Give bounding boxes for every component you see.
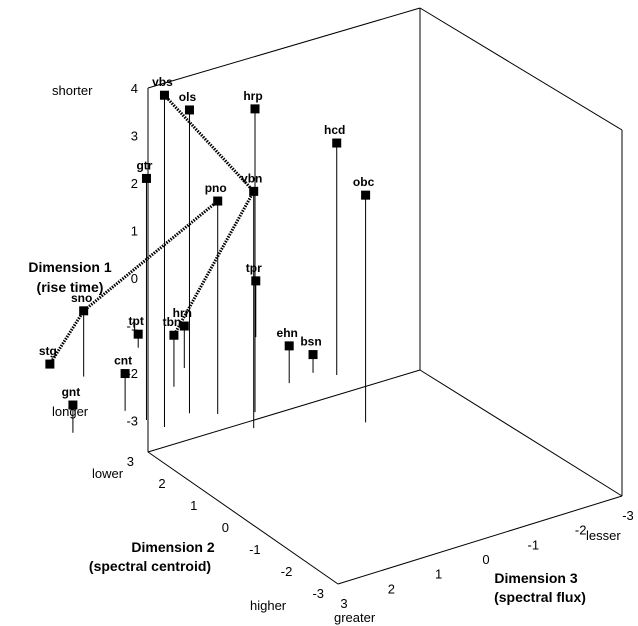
link-pno-sno [82,199,219,312]
floor-back-edge [147,369,421,453]
point-label-tpt: tpt [129,314,144,328]
link-vbs-vbn [163,94,255,193]
d2-tick-label: -3 [312,586,324,601]
dimension-2-axis: lower higher Dimension 2 (spectral centr… [89,454,324,613]
d2-title-line-1: Dimension 2 [131,539,214,555]
point-vbn [249,186,259,196]
link-paths [48,94,256,365]
point-label-hcd: hcd [324,123,345,137]
d2-tick-label: 2 [158,476,165,491]
d2-low-label: higher [250,598,287,613]
d1-tick-label: -3 [126,414,138,429]
d1-low-label: longer [52,404,89,419]
d1-tick-label: 4 [131,81,138,96]
point-gnt [68,400,78,410]
d1-tick-label: -2 [126,366,138,381]
d3-tick-label: -3 [622,508,634,523]
point-cnt [120,369,130,379]
box-edges [147,7,623,585]
point-label-gtr: gtr [136,158,152,172]
point-label-pno: pno [205,181,227,195]
point-label-sno: sno [71,291,92,305]
d1-high-label: shorter [52,83,93,98]
point-hrn [179,321,189,331]
link-sno-stg [48,310,85,365]
point-vbs [159,90,169,100]
dimension-1-axis: shorter longer Dimension 1 (rise time) 4… [28,81,138,429]
point-ehn [284,341,294,351]
d3-tick-label: 1 [435,567,442,582]
floor-left-edge [147,451,339,585]
point-label-ehn: ehn [277,326,298,340]
d2-high-label: lower [92,466,124,481]
point-label-stg: stg [39,344,57,358]
d3-title-line-2: (spectral flux) [494,589,586,605]
point-ols [184,105,194,115]
d2-tick-label: -1 [249,542,261,557]
d2-tick-label: 3 [127,454,134,469]
back-top-edge [147,7,421,89]
d3-tick-label: -2 [575,523,587,538]
d2-title-line-2: (spectral centroid) [89,558,211,574]
d2-tick-label: 0 [222,520,229,535]
point-label-tbn: tbn [163,315,182,329]
point-label-vbs: vbs [152,75,173,89]
d3-low-label: lesser [586,528,621,543]
link-vbn-tbn [172,190,256,336]
point-tpt [133,329,143,339]
d1-tick-label: 2 [131,176,138,191]
d1-tick-label: 1 [131,224,138,239]
d1-tick-label: 3 [131,129,138,144]
point-tpr [251,276,261,286]
point-gtr [141,173,151,183]
point-stg [45,359,55,369]
d3-tick-label: 3 [340,596,347,611]
point-label-bsn: bsn [300,335,321,349]
d2-tick-label: 1 [190,498,197,513]
d3-tick-labels: 3 2 1 0 -1 -2 -3 [340,508,633,611]
point-label-cnt: cnt [114,354,132,368]
d3-title-line-1: Dimension 3 [494,570,577,586]
point-label-obc: obc [353,175,375,189]
d1-tick-labels: 4 3 2 1 0 -1 -2 -3 [126,81,138,429]
point-label-hrn: hrn [173,306,192,320]
point-obc [361,190,371,200]
point-bsn [308,350,318,360]
point-hrp [250,104,260,114]
d3-tick-label: 2 [388,581,395,596]
d2-tick-labels: 3 2 1 0 -1 -2 -3 [127,454,324,601]
point-sno [79,306,89,316]
d1-tick-label: -1 [126,319,138,334]
d2-tick-label: -2 [281,564,293,579]
dimension-3-axis: greater lesser Dimension 3 (spectral flu… [334,508,634,625]
stems [49,95,367,433]
floor-right-edge [419,369,623,497]
d1-title-line-2: (rise time) [37,279,104,295]
d1-tick-label: 0 [131,271,138,286]
point-hcd [332,138,342,148]
point-label-gnt: gnt [62,385,81,399]
point-label-hrp: hrp [243,89,262,103]
d1-title-line-1: Dimension 1 [28,259,111,275]
floor-front-edge [337,495,623,585]
d3-tick-label: 0 [482,552,489,567]
point-label-vbn: vbn [241,171,262,185]
point-pno [213,196,223,206]
point-label-ols: ols [179,90,197,104]
back-right-top-edge [419,7,623,131]
d3-high-label: greater [334,610,376,625]
point-tbn [169,330,179,340]
point-label-tpr: tpr [246,261,262,275]
d3-tick-label: -1 [528,537,540,552]
